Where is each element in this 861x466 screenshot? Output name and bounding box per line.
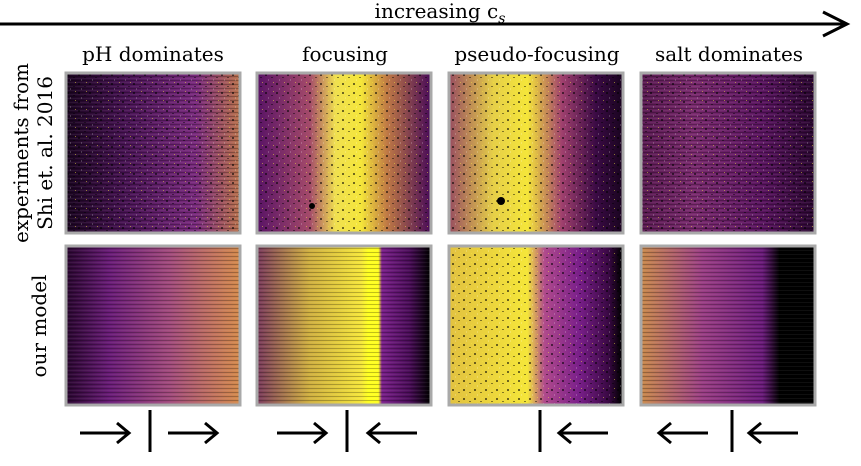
panel-experiment-ph-dominates bbox=[64, 71, 242, 235]
arrows-pseudo-focusing bbox=[538, 410, 608, 452]
arrows-ph-dominates bbox=[80, 410, 220, 452]
panel-model-ph-dominates bbox=[64, 244, 242, 407]
row-label-experiments-source: Shi et. al. 2016 bbox=[33, 76, 57, 230]
panel-experiment-focusing bbox=[255, 71, 433, 235]
column-title-pseudo-focusing: pseudo-focusing bbox=[454, 42, 619, 66]
arrows-focusing bbox=[277, 410, 417, 452]
column-title-salt-dominates: salt dominates bbox=[655, 42, 803, 66]
panel-model-salt-dominates bbox=[639, 244, 817, 407]
column-title-focusing: focusing bbox=[302, 42, 388, 66]
row-label-experiments: experiments from bbox=[9, 63, 33, 243]
arrows-salt-dominates bbox=[656, 410, 798, 452]
row-label-our-model: our model bbox=[27, 275, 51, 378]
panel-experiment-pseudo-focusing bbox=[447, 71, 625, 235]
panel-model-pseudo-focusing bbox=[447, 244, 625, 407]
panel-experiment-salt-dominates bbox=[639, 71, 817, 235]
column-title-ph-dominates: pH dominates bbox=[82, 42, 224, 66]
top-axis-arrow bbox=[0, 10, 851, 38]
top-axis-label: increasing cs bbox=[375, 0, 506, 27]
panel-model-focusing bbox=[255, 244, 433, 407]
